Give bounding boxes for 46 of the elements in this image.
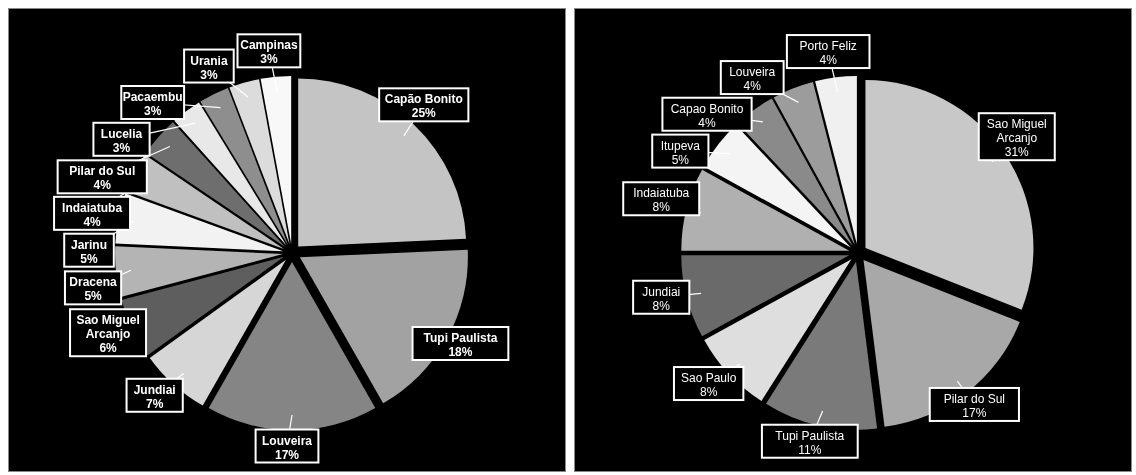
data-label: 3%	[260, 52, 278, 67]
data-label: 17%	[274, 447, 300, 462]
data-label: 31%	[1004, 145, 1030, 160]
data-label: 4%	[83, 214, 102, 229]
slice-label: Dracena	[69, 275, 118, 290]
slice-label: Louveira	[729, 65, 776, 80]
slice-label: Pacaembu	[122, 90, 183, 105]
data-label: 5%	[671, 152, 690, 167]
data-label: 3%	[144, 104, 162, 119]
data-label: 8%	[699, 385, 718, 400]
slice-label: Urania	[190, 53, 228, 68]
slice-label: Tupi Paulista	[775, 428, 845, 443]
slice-label: Pilar do Sul	[943, 391, 1006, 406]
data-label: 17%	[962, 405, 987, 420]
slice-label: Jarinu	[71, 237, 108, 252]
data-label: 4%	[93, 178, 112, 193]
slice-label: Indaiatuba	[633, 186, 690, 201]
slice-label: Capao Bonito	[670, 101, 744, 116]
slice-label: Capão Bonito	[384, 92, 463, 107]
slice-label: Sao Paulo	[680, 371, 737, 386]
slice-label: Sao Miguel Arcanjo	[986, 117, 1047, 146]
data-label: 4%	[819, 53, 838, 68]
slice-label: Campinas	[240, 38, 298, 53]
slice-label: Indaiatuba	[62, 200, 123, 215]
data-label: 3%	[112, 140, 131, 155]
slice-label: Pilar do Sul	[69, 164, 136, 179]
data-label: 4%	[698, 115, 717, 130]
data-label: 5%	[84, 289, 103, 304]
data-label: 6%	[99, 341, 118, 356]
slice-label: Porto Feliz	[799, 39, 857, 54]
data-label: 7%	[145, 396, 164, 411]
slice-label: Itupeva	[660, 138, 701, 153]
data-label: 11%	[798, 442, 822, 457]
data-label: 3%	[200, 67, 218, 82]
slice-label: Lucelia	[100, 126, 143, 141]
data-label: 18%	[448, 344, 473, 359]
data-label: 25%	[411, 106, 437, 121]
slice-label: Jundiai	[642, 284, 681, 299]
data-label: 8%	[652, 200, 671, 215]
slice-label: Tupi Paulista	[423, 330, 498, 345]
slice-label: Louveira	[261, 433, 313, 448]
data-label: 4%	[743, 79, 762, 94]
data-label: 5%	[80, 251, 99, 266]
slice-label: Jundiai	[133, 382, 176, 397]
data-label: 8%	[652, 298, 671, 313]
slice-label: Sao Miguel Arcanjo	[76, 313, 140, 342]
